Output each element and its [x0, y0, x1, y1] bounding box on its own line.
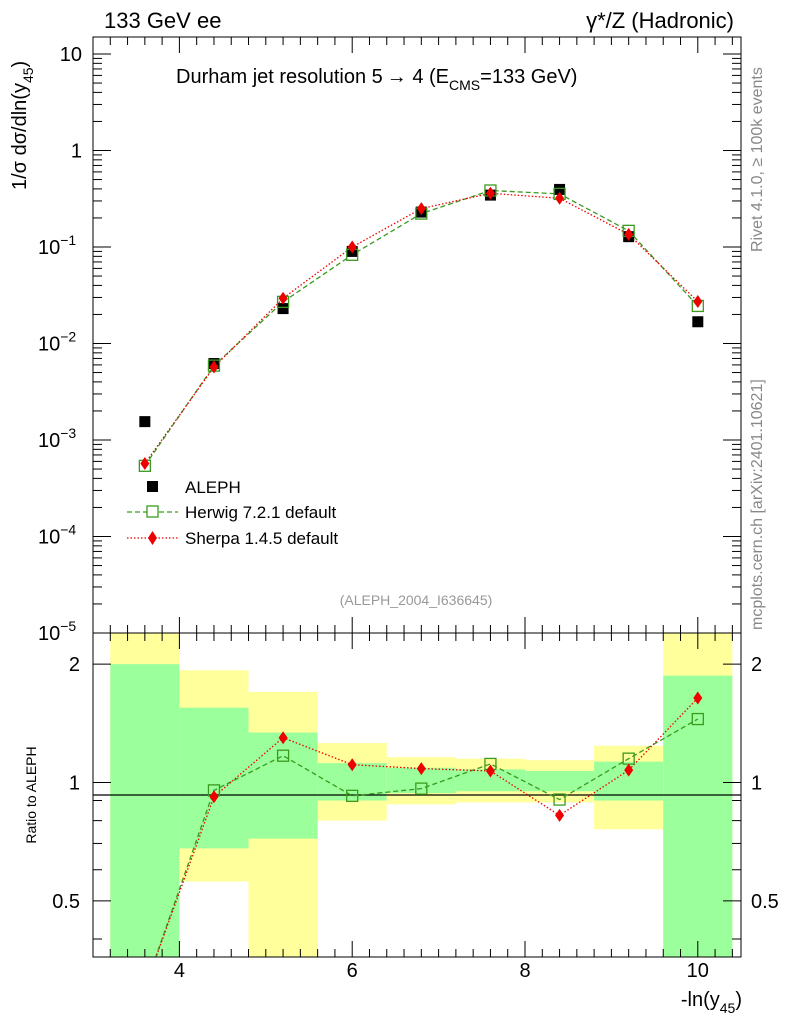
ratio-band-inner [455, 769, 525, 792]
legend-entry-herwig: Herwig 7.2.1 default [127, 503, 336, 522]
legend-entry-sherpa: Sherpa 1.4.5 default [127, 529, 338, 548]
y-tick-label: 10−1 [38, 232, 76, 259]
x-tick-label: 10 [687, 960, 709, 982]
sherpa-point [347, 240, 357, 254]
x-tick-label: 8 [519, 960, 530, 982]
y-tick-label: 10−2 [38, 328, 76, 355]
legend-aleph-label: ALEPH [185, 478, 241, 497]
sherpa-point [485, 186, 495, 200]
herwig-line [144, 189, 699, 467]
herwig-ratio-point [553, 793, 566, 806]
y-tick-label: 10−5 [38, 618, 76, 645]
main-panel: 10−5 10−4 10−3 10−2 10−1 1 10 Durham jet resol… [9, 36, 742, 645]
herwig-ratio-point [276, 749, 290, 762]
sherpa-ratio-point [416, 762, 426, 776]
sherpa-point [416, 202, 426, 216]
ratio-ticks: 4 6 8 10 0.5 0.5 1 1 2 2 [52, 633, 779, 982]
ratio-band-inner [110, 664, 180, 957]
legend-entry-aleph: ALEPH [147, 478, 241, 497]
header-left: 133 GeV ee [104, 8, 221, 33]
y-tick-label: 10−4 [38, 521, 76, 548]
x-axis-label: -ln(y45) [681, 989, 742, 1016]
sherpa-ratio-point [624, 763, 634, 777]
aleph-point [554, 183, 566, 195]
ratio-clipped [155, 691, 704, 957]
ratio-y-tick-label-right: 1 [751, 773, 762, 795]
aleph-point [277, 303, 289, 315]
sherpa-point [555, 191, 565, 205]
sherpa-point [278, 291, 288, 305]
rivet-label: Rivet 4.1.0, ≥ 100k events [749, 67, 766, 252]
legend: ALEPH Herwig 7.2.1 default Sherpa 1.4.5 … [127, 478, 338, 548]
sherpa-ratio-point [485, 764, 495, 778]
sherpa-ratio-point [278, 731, 288, 745]
sherpa-point [693, 295, 703, 309]
herwig-ratio-point [346, 789, 359, 802]
aleph-point [692, 316, 704, 328]
ratio-y-label: Ratio to ALEPH [23, 746, 39, 843]
herwig-ratio-point [691, 712, 704, 726]
main-ticks: 10−5 10−4 10−3 10−2 10−1 1 10 [38, 37, 741, 645]
sherpa-ratio-point [209, 790, 219, 804]
ratio-series [155, 691, 704, 957]
y-axis-label: 1/σ dσ/dln(y45) [9, 61, 36, 190]
ratio-band-inner [179, 707, 249, 849]
sherpa-point [209, 360, 219, 374]
ratio-frame [92, 632, 742, 958]
ratio-y-tick-label: 2 [69, 654, 80, 676]
x-tick-label: 6 [347, 960, 358, 982]
legend-sherpa-label: Sherpa 1.4.5 default [185, 529, 338, 548]
ratio-band-inner [663, 675, 733, 957]
sherpa-point [140, 457, 150, 471]
sherpa-ratio-point [347, 758, 357, 772]
sherpa-point [624, 227, 634, 241]
y-tick-label: 10−3 [38, 425, 76, 452]
ratio-y-tick-label-right: 0.5 [751, 891, 779, 913]
y-tick-label: 10 [60, 44, 82, 66]
ratio-y-tick-label: 1 [69, 773, 80, 795]
ratio-band-inner [248, 732, 318, 839]
herwig-ratio-line [155, 718, 699, 957]
plot-title: Durham jet resolution 5 → 4 (ECMS=133 GeV… [176, 66, 577, 93]
legend-herwig-label: Herwig 7.2.1 default [185, 503, 336, 522]
main-series [138, 183, 704, 472]
ratio-band-inner [525, 770, 595, 792]
legend-sherpa-marker [148, 531, 157, 545]
header-right: γ*/Z (Hadronic) [586, 8, 734, 33]
sherpa-ratio-point [693, 691, 703, 705]
y-tick-label: 1 [71, 140, 82, 162]
mcplots-label: mcplots.cern.ch [arXiv:2401.10621] [749, 379, 766, 630]
sherpa-line [144, 192, 699, 464]
ratio-panel: 4 6 8 10 0.5 0.5 1 1 2 2 Ratio to ALEPH -ln(y45) [23, 632, 779, 1016]
legend-aleph-marker [147, 481, 158, 492]
ratio-y-tick-label-right: 2 [751, 654, 762, 676]
sherpa-ratio-point [555, 808, 565, 822]
ratio-y-tick-label: 0.5 [52, 891, 80, 913]
herwig-ratio-point [415, 782, 428, 795]
x-tick-label: 4 [174, 960, 185, 982]
legend-herwig-marker [146, 505, 159, 518]
aleph-point [139, 416, 151, 428]
analysis-label: (ALEPH_2004_I636645) [340, 592, 493, 608]
